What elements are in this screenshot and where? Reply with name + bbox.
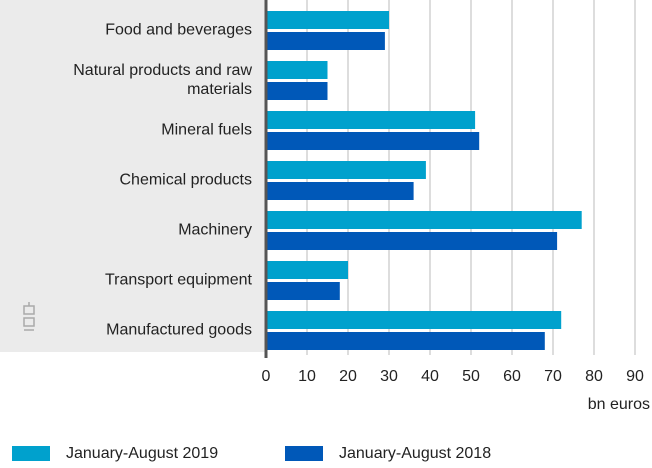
bar — [266, 182, 414, 200]
x-tick-label: 60 — [503, 368, 521, 385]
category-label: Manufactured goods — [106, 321, 252, 339]
bar — [266, 311, 562, 329]
x-tick-label: 10 — [298, 368, 316, 385]
legend-label: January-August 2018 — [339, 445, 491, 462]
bar — [266, 282, 340, 300]
x-tick-label: 50 — [462, 368, 480, 385]
x-tick-label: 80 — [585, 368, 603, 385]
x-tick-label: 90 — [626, 368, 644, 385]
x-tick-label: 70 — [544, 368, 562, 385]
bar — [266, 111, 476, 129]
bar — [266, 332, 545, 350]
category-label: Natural products and raw materials — [73, 62, 252, 98]
category-label: Food and beverages — [105, 21, 252, 39]
bar — [266, 61, 328, 79]
x-axis-title: bn euros — [588, 396, 650, 413]
bar — [266, 232, 558, 250]
bar — [266, 82, 328, 100]
bar — [266, 261, 348, 279]
bar — [266, 11, 389, 29]
bar — [266, 211, 582, 229]
bar — [266, 32, 385, 50]
x-tick-label: 20 — [339, 368, 357, 385]
legend-swatch — [285, 446, 323, 461]
category-label: Chemical products — [119, 171, 253, 189]
x-tick-label: 30 — [380, 368, 398, 385]
x-tick-label: 0 — [262, 368, 271, 385]
category-label: Machinery — [178, 221, 252, 239]
category-label: Mineral fuels — [161, 121, 252, 139]
logo — [23, 302, 35, 331]
category-label: Transport equipment — [104, 271, 252, 289]
bar — [266, 132, 480, 150]
legend-swatch — [12, 446, 50, 461]
legend-label: January-August 2019 — [66, 445, 218, 462]
bar — [266, 161, 426, 179]
x-tick-label: 40 — [421, 368, 439, 385]
label-panel — [0, 0, 266, 352]
